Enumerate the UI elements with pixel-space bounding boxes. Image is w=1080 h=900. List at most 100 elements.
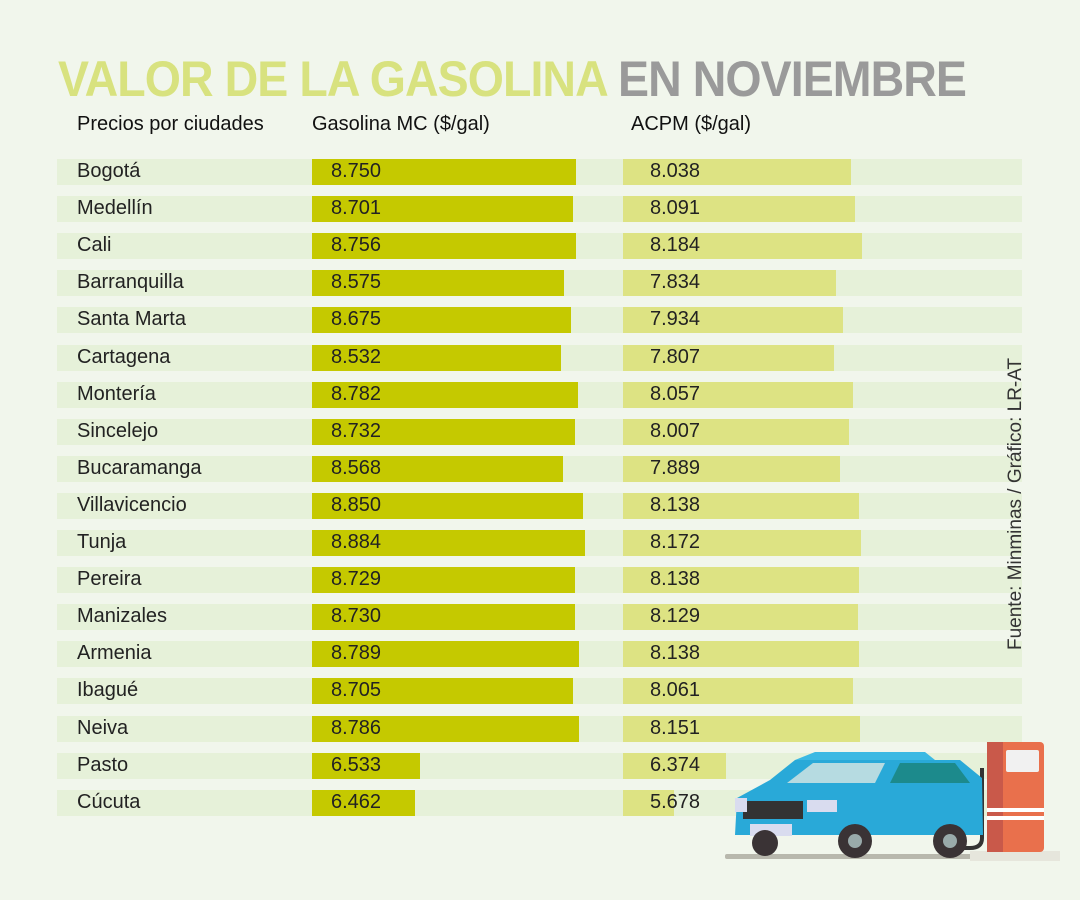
gasoline-value-label: 8.575 [331, 271, 382, 294]
car-fuel-pump-illustration [725, 742, 1060, 861]
gasoline-value-label: 8.884 [331, 531, 382, 553]
chart-row: Sincelejo 8.732 8.007 [57, 418, 1022, 445]
source-note: Fuente: Minminas / Gráfico: LR-AT [1005, 357, 1026, 650]
gasoline-value-label: 8.730 [331, 605, 382, 628]
header-acpm: ACPM ($/gal) [631, 113, 752, 135]
title-part-2: EN NOVIEMBRE [618, 51, 967, 107]
gasoline-bar [312, 418, 575, 445]
gasoline-value-label: 8.789 [331, 642, 382, 665]
acpm-bar [623, 418, 849, 445]
title-part-1: VALOR DE LA GASOLINA [58, 51, 607, 107]
acpm-bar [623, 752, 727, 779]
acpm-value-label: 8.061 [650, 679, 701, 702]
city-label: Neiva [77, 716, 129, 739]
acpm-value-label: 7.834 [650, 271, 701, 294]
acpm-value-label: 7.807 [650, 345, 701, 368]
gasoline-bar [312, 752, 420, 779]
chart-row: Medellín 8.701 8.091 [57, 196, 1022, 223]
chart-row: Cali 8.756 8.184 [57, 233, 1022, 260]
gasoline-value-label: 8.782 [331, 382, 382, 405]
acpm-bar [623, 567, 859, 594]
acpm-bar [623, 715, 860, 742]
city-label: Medellín [77, 197, 153, 220]
gasoline-bar [312, 641, 579, 668]
acpm-bar [623, 307, 844, 334]
gasoline-value-label: 8.675 [331, 308, 382, 331]
gasoline-bar [312, 530, 586, 556]
chart-row: Pereira 8.729 8.138 [57, 567, 1022, 594]
acpm-value-label: 8.151 [650, 716, 701, 739]
acpm-bar [623, 159, 852, 185]
gasoline-value-label: 8.850 [331, 493, 382, 516]
city-label: Manizales [77, 605, 168, 628]
chart-row: Ibagué 8.705 8.061 [57, 678, 1022, 705]
acpm-value-label: 8.129 [650, 605, 701, 628]
acpm-value-label: 8.172 [650, 531, 701, 553]
gasoline-bar [312, 789, 415, 816]
gasoline-bar [312, 381, 579, 408]
acpm-bar [623, 196, 856, 223]
acpm-value-label: 8.138 [650, 568, 701, 591]
chart-row: Montería 8.782 8.057 [57, 381, 1022, 408]
header-city: Precios por ciudades [77, 113, 264, 135]
chart-row: Armenia 8.789 8.138 [57, 641, 1022, 668]
chart-row: Manizales 8.730 8.129 [57, 604, 1022, 631]
city-label: Montería [77, 382, 156, 405]
acpm-value-label: 7.934 [650, 308, 701, 331]
city-label: Santa Marta [77, 308, 186, 331]
gasoline-value-label: 8.705 [331, 679, 382, 702]
city-label: Bogotá [77, 160, 141, 182]
gasoline-value-label: 8.568 [331, 456, 382, 479]
gasoline-value-label: 8.701 [331, 197, 382, 220]
city-label: Villavicencio [77, 493, 187, 516]
chart-row: Santa Marta 8.675 7.934 [57, 307, 1022, 334]
acpm-bar [623, 789, 674, 816]
chart-row: Barranquilla 8.575 7.834 [57, 270, 1022, 297]
acpm-value-label: 8.184 [650, 234, 701, 257]
gasoline-value-label: 8.750 [331, 160, 382, 182]
gasoline-bar [312, 567, 575, 594]
chart-row: Tunja 8.884 8.172 [57, 530, 1022, 556]
acpm-value-label: 6.374 [650, 753, 701, 776]
gasoline-value-label: 8.786 [331, 716, 382, 739]
chart-title: VALOR DE LA GASOLINA EN NOVIEMBRE [58, 50, 967, 108]
chart-row: Bucaramanga 8.568 7.889 [57, 455, 1022, 482]
acpm-value-label: 8.091 [650, 197, 701, 220]
acpm-bar [623, 530, 862, 556]
acpm-bar [623, 641, 859, 668]
acpm-bar [623, 604, 858, 631]
gasoline-bar [312, 604, 575, 631]
city-label: Pasto [77, 753, 129, 776]
city-label: Bucaramanga [77, 456, 202, 479]
header-gasoline: Gasolina MC ($/gal) [312, 113, 490, 135]
acpm-value-label: 5.678 [650, 790, 701, 813]
chart-row: Bogotá 8.750 8.038 [57, 159, 1022, 185]
gasoline-value-label: 8.732 [331, 419, 382, 442]
city-label: Sincelejo [77, 419, 159, 442]
gasoline-bar [312, 492, 584, 519]
city-label: Cúcuta [77, 790, 141, 813]
gasoline-value-label: 6.462 [331, 790, 382, 813]
gasoline-bar [312, 270, 564, 297]
gasoline-value-label: 8.756 [331, 234, 382, 257]
gasoline-bar [312, 233, 577, 260]
city-label: Ibagué [77, 679, 139, 702]
city-label: Cartagena [77, 345, 171, 368]
chart-row: Neiva 8.786 8.151 [57, 715, 1022, 742]
acpm-bar [623, 455, 840, 482]
chart-row: Villavicencio 8.850 8.138 [57, 492, 1022, 519]
gasoline-bar [312, 455, 564, 482]
city-label: Cali [77, 234, 112, 257]
acpm-bar [623, 270, 836, 297]
city-label: Barranquilla [77, 271, 184, 294]
gasoline-bar [312, 344, 561, 371]
city-label: Tunja [77, 531, 127, 553]
acpm-bar [623, 233, 863, 260]
acpm-value-label: 8.138 [650, 493, 701, 516]
gasoline-bar [312, 307, 571, 334]
gasoline-value-label: 8.532 [331, 345, 382, 368]
acpm-value-label: 7.889 [650, 456, 701, 479]
acpm-bar [623, 492, 859, 519]
acpm-value-label: 8.007 [650, 419, 701, 442]
gasoline-value-label: 6.533 [331, 753, 382, 776]
